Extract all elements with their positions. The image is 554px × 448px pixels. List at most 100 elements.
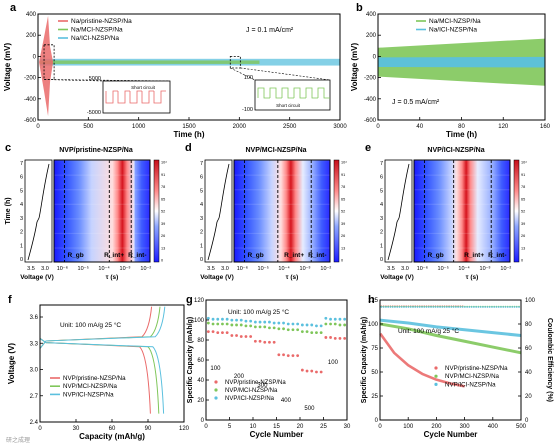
x-tick-label: 10⁻³ <box>300 266 311 272</box>
heatmap-band <box>414 174 510 176</box>
y-tick-label: 100 <box>525 298 536 304</box>
x-tick-label: 0 <box>36 124 40 130</box>
region-label: R_gb <box>247 252 263 259</box>
data-point <box>235 323 238 327</box>
y-tick-label: 125 <box>368 298 379 304</box>
data-point <box>333 322 337 326</box>
colorbar-tick-label: 39 <box>521 222 525 226</box>
inset-frame <box>254 79 331 111</box>
y-tick-label: -600 <box>364 118 377 124</box>
y-tick-label: 3 <box>20 216 23 222</box>
heatmap-band <box>54 160 150 162</box>
inset-tick-label: -100 <box>242 107 253 113</box>
data-point <box>221 322 224 326</box>
x-tick-label: 3.5 <box>27 266 35 272</box>
colorbar-tick-label: 0 <box>521 259 523 263</box>
data-point <box>244 335 248 338</box>
x-tick-label: 10⁻⁴ <box>458 265 470 272</box>
y-tick-label: 400 <box>26 12 37 18</box>
data-point <box>282 321 285 325</box>
legend-label: NVP/ICI-NZSP/Na <box>225 396 275 402</box>
x-tick-label: 10⁻³ <box>480 266 491 272</box>
data-point <box>343 337 347 340</box>
data-point <box>239 323 243 327</box>
data-point <box>235 318 238 322</box>
heatmap-band <box>414 160 510 162</box>
ce-point <box>396 306 399 308</box>
data-point <box>291 322 295 326</box>
ce-point <box>418 306 421 308</box>
ce-point <box>382 306 385 308</box>
zoom-connector <box>240 67 331 81</box>
data-point <box>338 337 342 340</box>
legend-marker <box>434 374 438 378</box>
x-tick-label: 200 <box>431 424 442 430</box>
data-point <box>249 324 253 328</box>
ce-point <box>403 306 405 308</box>
y-tick-label: 0 <box>525 418 529 424</box>
y-tick-label: 6 <box>20 175 23 181</box>
data-point <box>305 369 309 373</box>
x-tick-label: 0 <box>378 424 382 430</box>
ce-point <box>502 306 505 308</box>
y-tick-label: 6 <box>200 175 203 181</box>
x-tick-label: 80 <box>458 124 465 130</box>
legend-label: NVP/MCI-NZSP/Na <box>445 373 500 380</box>
legend-marker <box>214 380 218 384</box>
data-point <box>244 319 248 323</box>
panel-title: NVP/pristine-NZSP/Na <box>59 147 133 154</box>
ce-point <box>448 306 450 308</box>
data-point <box>277 327 281 331</box>
y-tick-label: 5 <box>20 188 23 194</box>
data-point <box>286 328 290 332</box>
voltage-subpanel-frame <box>204 159 233 263</box>
ce-point <box>432 306 435 308</box>
data-point <box>253 320 257 324</box>
x-tick-label: 0 <box>38 426 42 432</box>
y-tick-label: 7 <box>20 161 23 167</box>
x-tick-label: 0 <box>204 424 208 430</box>
ce-point <box>389 306 392 308</box>
heatmap-band <box>414 218 510 220</box>
x-tick-label: 15 <box>273 424 280 430</box>
ce-point <box>495 306 498 308</box>
inset-mci-trace <box>257 87 330 99</box>
data-point <box>310 323 314 327</box>
zoom-connector <box>230 67 256 81</box>
inset-frame <box>102 80 171 114</box>
ce-point <box>414 306 417 308</box>
data-point <box>282 353 285 357</box>
ce-point <box>412 306 414 308</box>
test-condition-annotation: Unit: 100 mA/g 25 °C <box>60 321 121 329</box>
ce-point <box>421 306 423 308</box>
y-tick-label: 3 <box>380 216 383 222</box>
x-tick-label: 120 <box>498 124 509 130</box>
data-point <box>310 369 314 373</box>
x-tick-label: 25 <box>320 424 327 430</box>
data-point <box>286 322 290 326</box>
x-axis-label: τ (s) <box>466 274 479 281</box>
y-tick-label: 4 <box>200 202 203 208</box>
y-tick-label: 60 <box>525 346 532 352</box>
x-tick-label: 100 <box>403 424 414 430</box>
inset-annotation: Short circuit <box>131 85 156 90</box>
data-point <box>225 317 229 321</box>
y-tick-label: 40 <box>197 378 204 384</box>
data-point <box>253 325 257 329</box>
x-tick-label: 400 <box>488 424 499 430</box>
capacity-trace <box>379 332 465 388</box>
ce-point <box>445 306 448 308</box>
x-tick-label: 10⁻⁴ <box>278 265 290 272</box>
y-tick-label: 40 <box>525 370 532 376</box>
colorbar-tick-label: 10⁴ <box>521 161 527 165</box>
inset-tick-label: 5000 <box>89 76 101 82</box>
y-tick-label: 100 <box>194 318 205 324</box>
y-tick-label: 5 <box>200 188 203 194</box>
data-point <box>225 331 229 335</box>
data-point <box>263 325 267 329</box>
colorbar-tick-label: 0 <box>161 259 163 263</box>
y-tick-label: 5 <box>380 188 383 194</box>
y-tick-label: 3.3 <box>30 341 39 347</box>
colorbar-tick-label: 39 <box>161 222 165 226</box>
colorbar-tick-label: 91 <box>161 173 165 177</box>
